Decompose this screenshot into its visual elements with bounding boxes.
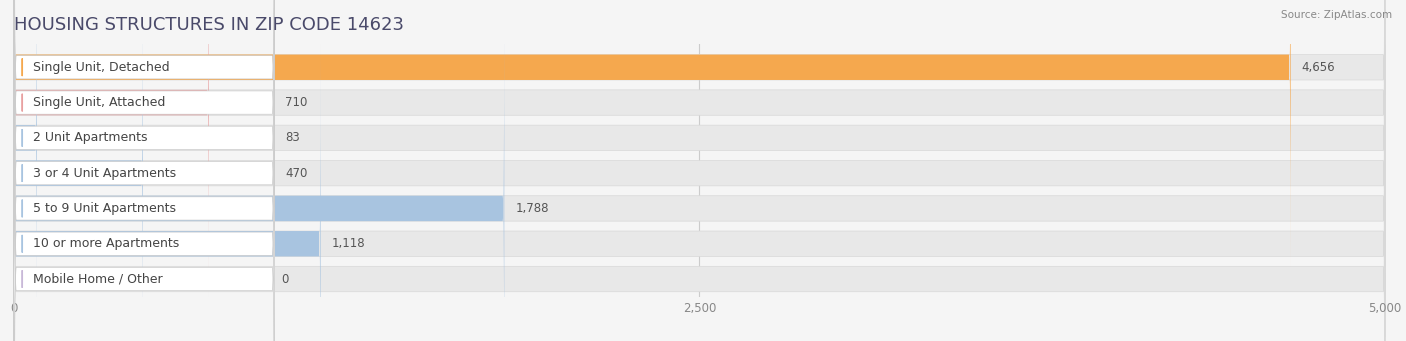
Text: Mobile Home / Other: Mobile Home / Other (34, 272, 163, 285)
Text: 710: 710 (285, 96, 308, 109)
FancyBboxPatch shape (14, 0, 1291, 266)
Text: 83: 83 (285, 131, 301, 144)
Text: 2 Unit Apartments: 2 Unit Apartments (34, 131, 148, 144)
Text: 10 or more Apartments: 10 or more Apartments (34, 237, 180, 250)
FancyBboxPatch shape (14, 10, 505, 341)
FancyBboxPatch shape (14, 0, 37, 337)
FancyBboxPatch shape (14, 0, 274, 341)
Text: HOUSING STRUCTURES IN ZIP CODE 14623: HOUSING STRUCTURES IN ZIP CODE 14623 (14, 16, 404, 34)
FancyBboxPatch shape (14, 0, 274, 341)
FancyBboxPatch shape (14, 10, 1385, 341)
FancyBboxPatch shape (14, 80, 1385, 341)
Text: 1,788: 1,788 (515, 202, 548, 215)
Text: Single Unit, Attached: Single Unit, Attached (34, 96, 166, 109)
FancyBboxPatch shape (14, 0, 1385, 266)
Text: 5 to 9 Unit Apartments: 5 to 9 Unit Apartments (34, 202, 176, 215)
FancyBboxPatch shape (14, 45, 321, 341)
FancyBboxPatch shape (14, 0, 274, 341)
FancyBboxPatch shape (14, 0, 274, 338)
Text: 470: 470 (285, 167, 308, 180)
FancyBboxPatch shape (14, 0, 143, 341)
Text: Single Unit, Detached: Single Unit, Detached (34, 61, 170, 74)
FancyBboxPatch shape (14, 8, 274, 341)
FancyBboxPatch shape (14, 0, 274, 341)
FancyBboxPatch shape (14, 0, 1385, 341)
Text: 3 or 4 Unit Apartments: 3 or 4 Unit Apartments (34, 167, 176, 180)
FancyBboxPatch shape (14, 0, 1385, 337)
FancyBboxPatch shape (14, 0, 208, 301)
Text: Source: ZipAtlas.com: Source: ZipAtlas.com (1281, 10, 1392, 20)
FancyBboxPatch shape (14, 0, 274, 341)
FancyBboxPatch shape (14, 45, 1385, 341)
Text: 0: 0 (281, 272, 288, 285)
Text: 4,656: 4,656 (1302, 61, 1336, 74)
FancyBboxPatch shape (14, 0, 1385, 301)
Text: 1,118: 1,118 (332, 237, 366, 250)
